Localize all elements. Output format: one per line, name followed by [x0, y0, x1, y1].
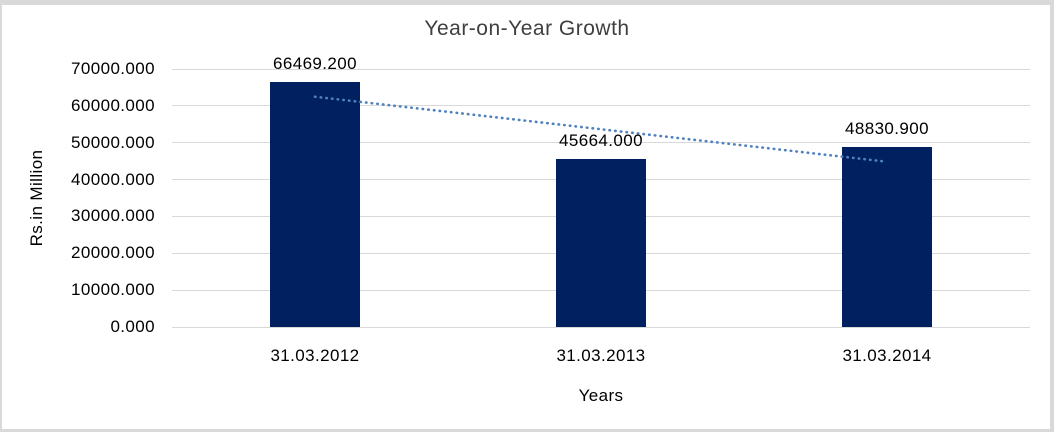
chart-title: Year-on-Year Growth [424, 17, 630, 40]
bar [842, 147, 932, 327]
y-axis-title: Rs.in Million [27, 149, 46, 247]
bar-value-label: 66469.200 [273, 54, 357, 73]
gridline [172, 142, 1030, 144]
y-tick-label: 40000.000 [71, 169, 155, 189]
trendline [313, 95, 889, 164]
bar [270, 82, 360, 327]
y-tick-label: 30000.000 [71, 206, 155, 226]
x-axis-title: Years [578, 386, 624, 405]
bar-value-label: 48830.900 [845, 119, 929, 139]
y-tick-label: 0.000 [110, 317, 155, 336]
y-tick-label: 50000.000 [71, 132, 155, 152]
x-tick-label: 31.03.2013 [556, 346, 646, 365]
y-tick-label: 60000.000 [71, 95, 155, 115]
x-tick-label: 31.03.2014 [842, 346, 932, 365]
bar-value-label: 45664.000 [559, 130, 643, 150]
x-tick-label: 31.03.2012 [270, 346, 360, 365]
gridline [172, 326, 1030, 328]
bar [556, 158, 646, 327]
y-tick-label: 70000.000 [71, 59, 155, 78]
trendline-svg [313, 95, 889, 164]
y-tick-label: 20000.000 [71, 243, 155, 263]
y-tick-label: 10000.000 [71, 280, 155, 300]
gridline [172, 105, 1030, 107]
gridline [172, 68, 1030, 70]
